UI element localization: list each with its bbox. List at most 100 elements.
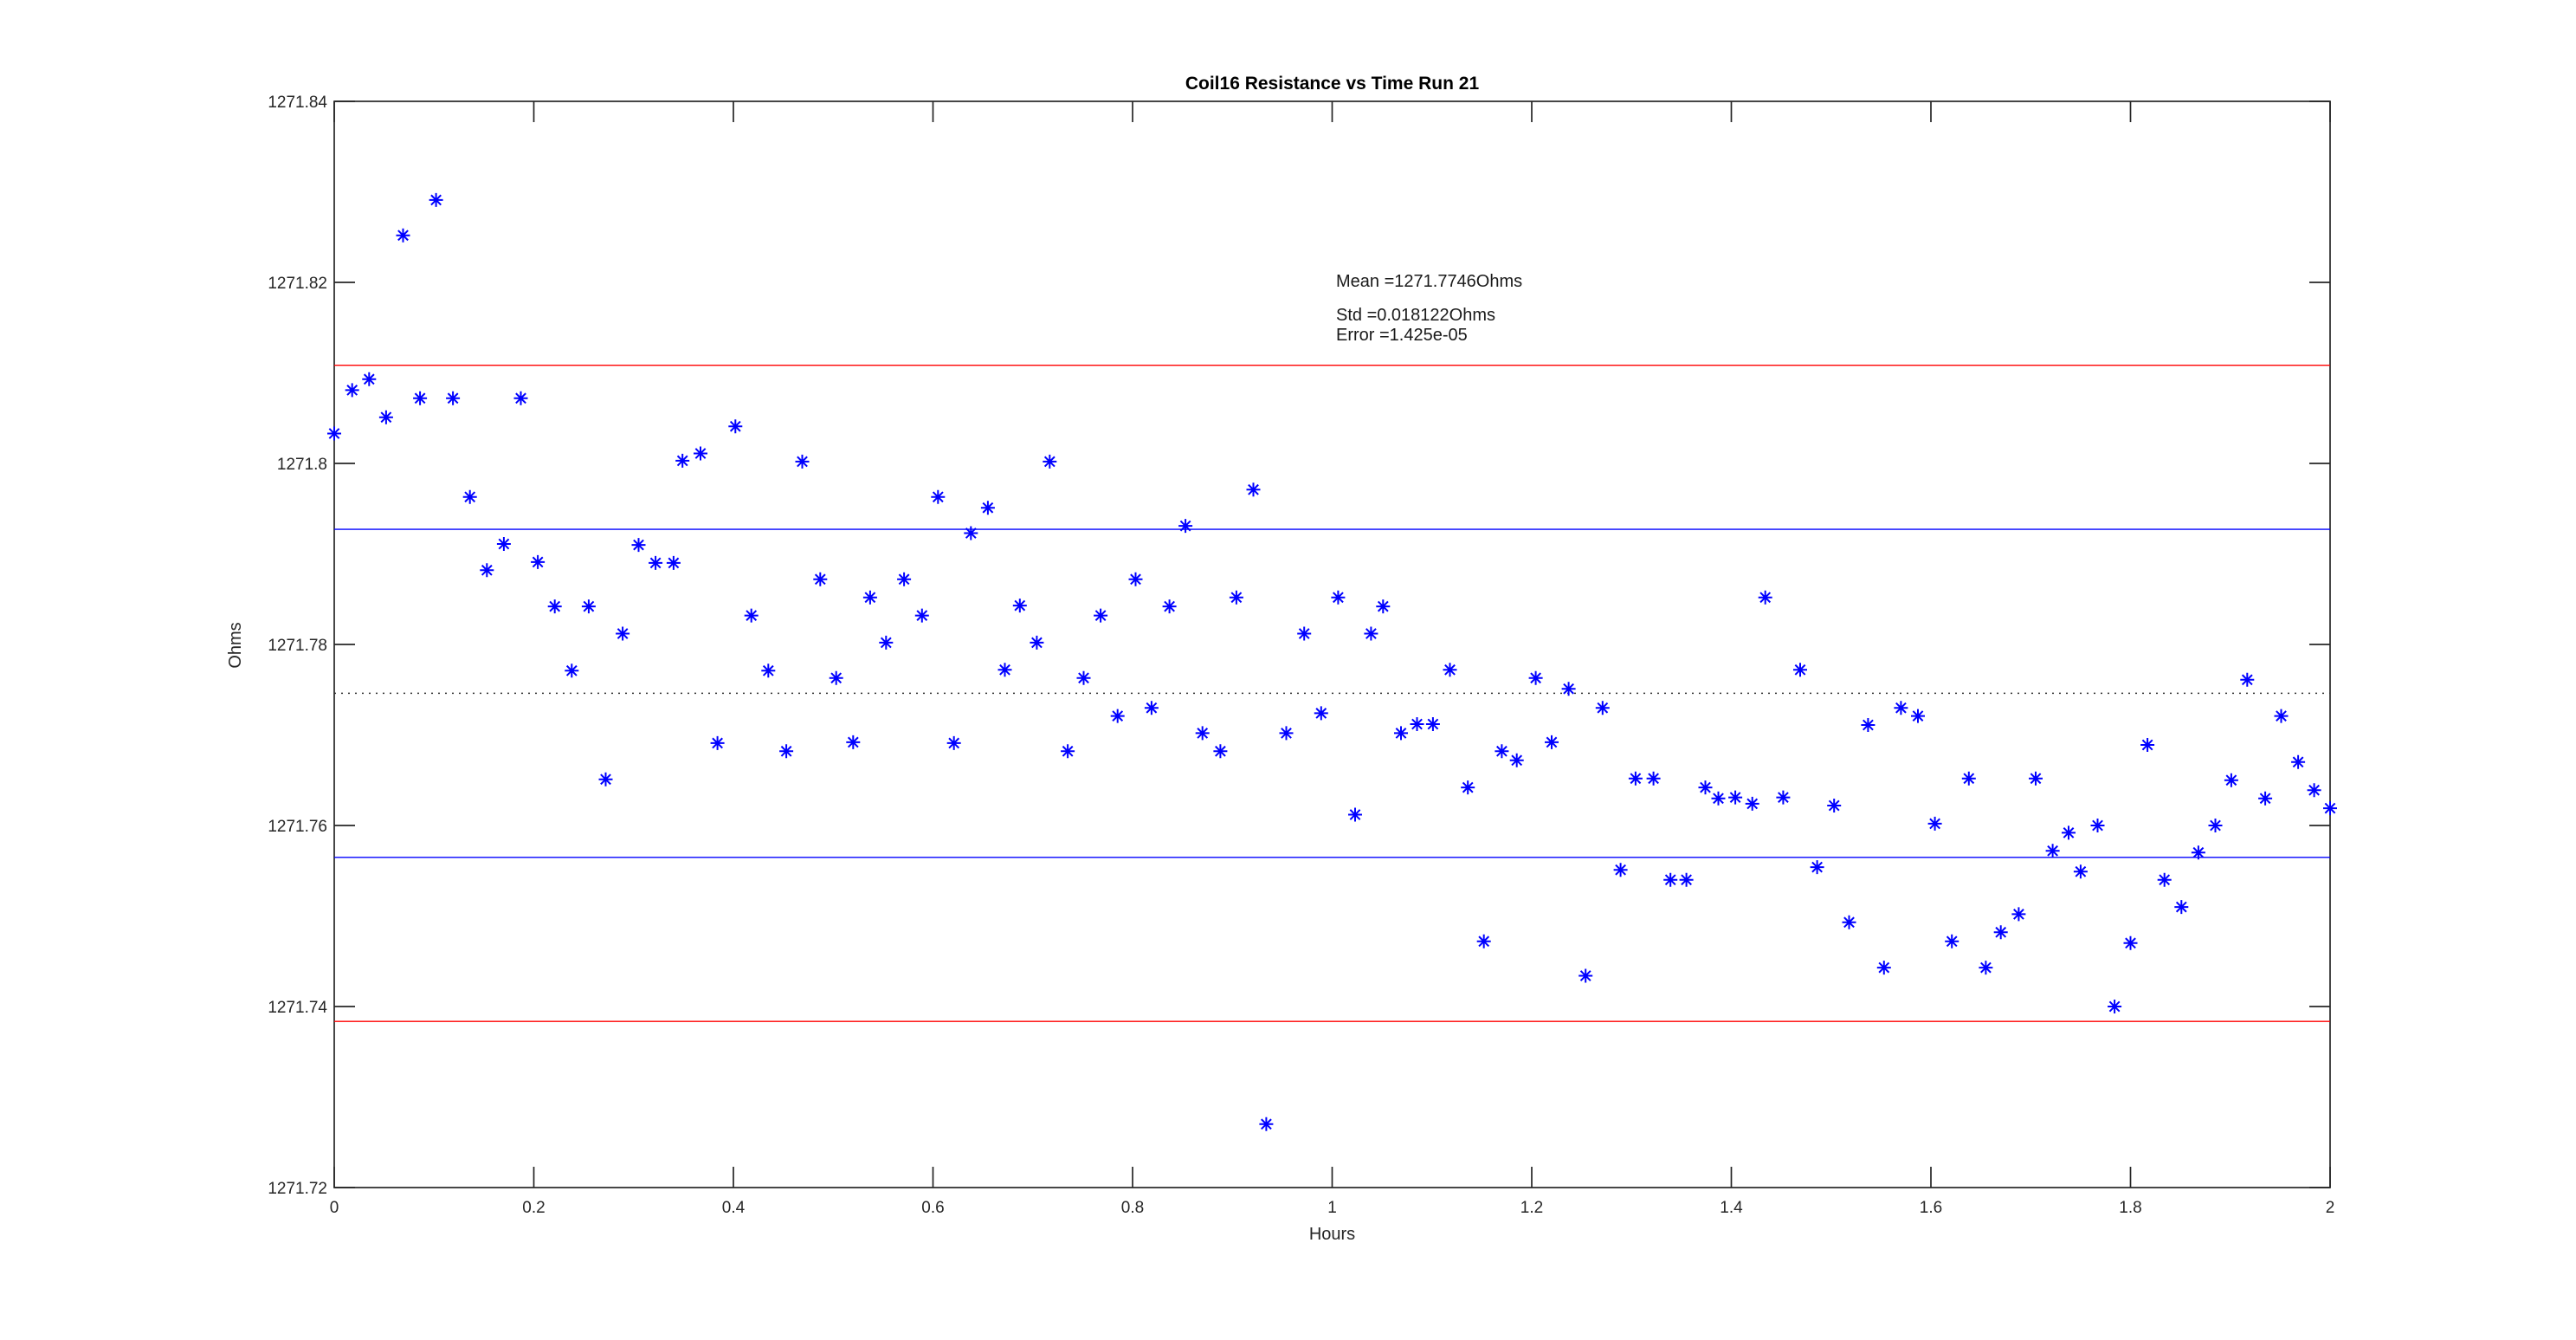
data-point-marker xyxy=(2045,844,2060,858)
data-point-marker xyxy=(1646,771,1661,786)
x-tick-label: 1.2 xyxy=(1520,1199,1543,1217)
data-point-marker xyxy=(2240,672,2255,687)
data-point-marker xyxy=(496,537,511,551)
data-point-marker xyxy=(2291,754,2306,769)
data-point-marker xyxy=(1043,454,1057,469)
data-point-marker xyxy=(1679,872,1694,887)
y-tick-label: 1271.84 xyxy=(268,94,327,112)
data-point-marker xyxy=(1595,701,1610,715)
x-tick-label: 1.4 xyxy=(1720,1199,1743,1217)
data-point-marker xyxy=(2208,819,2223,832)
data-point-marker xyxy=(761,664,776,678)
data-point-marker xyxy=(1144,701,1159,715)
data-point-marker xyxy=(1213,744,1228,759)
data-point-marker xyxy=(1745,796,1759,811)
data-point-marker xyxy=(1331,590,1346,605)
data-point-marker xyxy=(2174,900,2189,915)
data-point-marker xyxy=(1012,599,1027,613)
data-point-marker xyxy=(1927,816,1942,831)
data-point-marker xyxy=(2123,935,2138,950)
data-point-marker xyxy=(1961,771,1976,786)
data-point-marker xyxy=(829,670,843,685)
data-point-marker xyxy=(1876,961,1891,975)
data-point-marker xyxy=(565,664,579,678)
data-point-marker xyxy=(1259,1117,1274,1131)
data-point-marker xyxy=(362,372,377,386)
data-point-marker xyxy=(1495,744,1509,759)
data-point-marker xyxy=(1348,807,1362,822)
data-point-marker xyxy=(728,419,743,434)
data-point-marker xyxy=(862,590,877,605)
data-point-marker xyxy=(1810,860,1824,875)
data-point-marker xyxy=(779,744,794,759)
y-tick-label: 1271.76 xyxy=(268,818,327,836)
data-point-marker xyxy=(2090,819,2105,832)
data-point-marker xyxy=(1061,744,1075,759)
data-point-marker xyxy=(1297,626,1312,641)
chart-title: Coil16 Resistance vs Time Run 21 xyxy=(1185,74,1480,94)
data-point-marker xyxy=(1030,635,1044,650)
x-tick-label: 0.4 xyxy=(722,1199,746,1217)
data-point-marker xyxy=(1394,726,1408,741)
data-point-marker xyxy=(2323,801,2337,816)
x-axis-label: Hours xyxy=(1309,1225,1355,1244)
annotation-mean: Mean =1271.7746Ohms xyxy=(1336,272,1522,291)
data-point-marker xyxy=(1663,872,1678,887)
data-point-marker xyxy=(547,599,562,614)
data-point-marker xyxy=(1476,934,1491,948)
data-point-marker xyxy=(2140,738,2155,752)
y-tick-label: 1271.78 xyxy=(268,637,327,655)
data-point-marker xyxy=(2191,845,2205,860)
data-point-marker xyxy=(1861,718,1876,732)
data-point-marker xyxy=(1443,663,1457,677)
data-point-marker xyxy=(2073,864,2088,879)
data-point-marker xyxy=(1229,590,1243,605)
data-point-marker xyxy=(1728,790,1743,805)
data-point-marker xyxy=(446,391,461,405)
x-tick-label: 0.8 xyxy=(1121,1199,1144,1217)
data-point-marker xyxy=(744,608,759,623)
data-point-marker xyxy=(2224,773,2238,787)
data-point-marker xyxy=(795,454,810,469)
data-point-marker xyxy=(1509,753,1524,767)
data-point-marker xyxy=(1246,482,1261,497)
data-point-marker xyxy=(1528,670,1543,685)
stat-lines-layer xyxy=(334,364,2330,1022)
data-point-marker xyxy=(931,489,946,504)
data-point-marker xyxy=(1579,968,1593,983)
data-point-marker xyxy=(2062,825,2076,840)
data-point-marker xyxy=(1945,934,1959,948)
data-point-marker xyxy=(1894,701,1908,715)
data-point-marker xyxy=(1911,709,1925,723)
data-point-marker xyxy=(694,446,707,461)
data-point-marker xyxy=(1758,590,1772,605)
data-point-marker xyxy=(946,735,961,750)
data-point-marker xyxy=(1162,599,1177,614)
x-tick-label: 0.2 xyxy=(522,1199,545,1217)
data-point-marker xyxy=(327,426,341,441)
y-tick-label: 1271.74 xyxy=(268,999,327,1017)
y-tick-label: 1271.72 xyxy=(268,1180,327,1198)
data-point-marker xyxy=(813,572,828,586)
data-point-marker xyxy=(2157,872,2172,887)
data-point-marker xyxy=(1545,735,1559,749)
data-point-marker xyxy=(1376,599,1391,614)
data-point-marker xyxy=(1178,519,1193,534)
x-tick-label: 1 xyxy=(1327,1199,1337,1217)
data-point-marker xyxy=(1979,961,1993,975)
data-point-marker xyxy=(378,410,393,424)
data-point-marker xyxy=(1314,706,1328,721)
y-tick-label: 1271.8 xyxy=(277,456,327,474)
plot-box xyxy=(333,100,2331,1188)
data-point-marker xyxy=(1094,608,1108,623)
annotation-std: Std =0.018122Ohms xyxy=(1336,306,1495,325)
data-point-marker xyxy=(2258,791,2273,806)
data-point-marker xyxy=(710,735,725,750)
data-point-marker xyxy=(897,572,912,586)
data-point-marker xyxy=(1461,780,1475,795)
data-point-marker xyxy=(914,608,929,623)
data-point-marker xyxy=(2274,709,2289,723)
data-point-marker xyxy=(1827,799,1842,812)
data-point-marker xyxy=(616,626,630,641)
axis-ticks-layer xyxy=(333,100,2331,1188)
